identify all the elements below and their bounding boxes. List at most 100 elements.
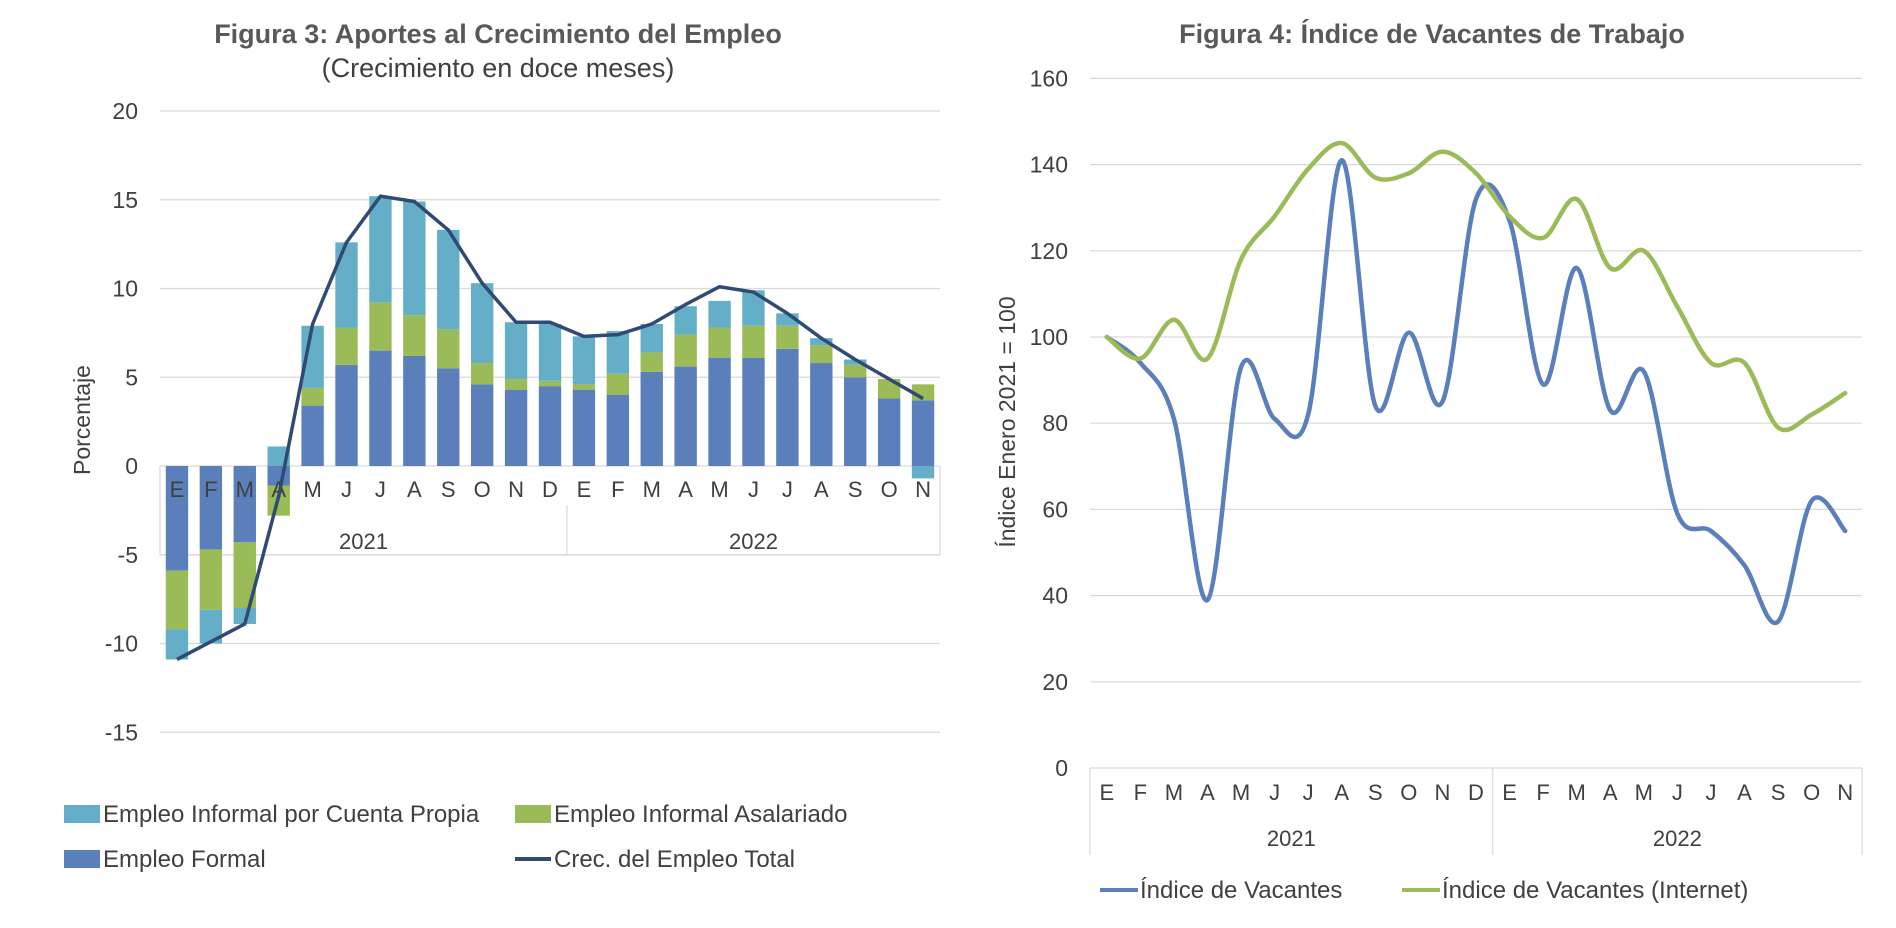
chart1-category-label: A <box>678 477 693 502</box>
chart1-bar-segment <box>810 345 833 364</box>
chart2-y-tick-label: 20 <box>1042 669 1068 695</box>
chart1-category-label: J <box>748 477 759 502</box>
chart1-category-label: D <box>542 477 558 502</box>
chart1-bar-segment <box>742 357 765 466</box>
chart1-bar-segment <box>301 325 324 388</box>
chart2-y-axis-label: Índice Enero 2021 = 100 <box>994 296 1020 547</box>
chart1-category-label: J <box>782 477 793 502</box>
chart2-category-label: M <box>1165 780 1183 805</box>
chart1-category-label: M <box>236 477 254 502</box>
chart2-category-label: J <box>1269 780 1280 805</box>
chart2-category-label: M <box>1568 780 1586 805</box>
chart1-y-tick-label: -15 <box>105 719 138 745</box>
chart1-y-tick-label: -10 <box>105 631 138 657</box>
legend-swatch-informal-cuenta-propia <box>64 805 100 823</box>
chart1-bar-segment <box>606 331 630 374</box>
chart1-category-label: M <box>710 477 728 502</box>
legend-label-informal-asalariado: Empleo Informal Asalariado <box>554 801 847 828</box>
chart1-bar-segment <box>233 466 256 543</box>
chart1-legend: Empleo Informal por Cuenta Propia Empleo… <box>64 801 847 873</box>
legend-label-informal-cuenta-propia: Empleo Informal por Cuenta Propia <box>103 801 480 828</box>
chart2-legend: Índice de Vacantes Índice de Vacantes (I… <box>1100 877 1748 904</box>
chart1-subtitle: (Crecimiento en doce meses) <box>322 53 675 83</box>
chart1-bar-segment <box>844 377 867 466</box>
chart1-category-label: N <box>915 477 931 502</box>
chart1-category-label: E <box>170 477 185 502</box>
chart1-bar-segment <box>606 395 630 466</box>
chart2-category-label: J <box>1705 780 1716 805</box>
chart1-bar-segment <box>810 363 833 466</box>
chart1-category-label: A <box>814 477 829 502</box>
chart1-y-tick-label: -5 <box>118 542 138 568</box>
chart2-category-label: E <box>1099 780 1114 805</box>
legend-label-vacantes-internet: Índice de Vacantes (Internet) <box>1442 877 1748 904</box>
chart2-line-vacantes <box>1104 158 1848 626</box>
chart1-bar-segment <box>674 334 697 367</box>
chart1-y-tick-label: 10 <box>112 276 138 302</box>
chart1-y-tick-label: 20 <box>112 98 138 124</box>
chart1-title: Figura 3: Aportes al Crecimiento del Emp… <box>214 19 782 49</box>
chart2-y-tick-label: 100 <box>1030 324 1068 350</box>
chart1-bar-segment <box>301 387 324 406</box>
chart1-bar-segment <box>437 229 460 330</box>
chart1-bar-segment <box>165 570 189 630</box>
chart2-category-label: F <box>1536 780 1549 805</box>
chart1-category-label: J <box>341 477 352 502</box>
chart1-category-label: M <box>643 477 661 502</box>
chart1-bar-segment <box>776 325 799 349</box>
chart1-bar-segment <box>572 336 596 385</box>
chart2-category-label: F <box>1134 780 1147 805</box>
chart2-category-label: M <box>1232 780 1250 805</box>
chart1-bar-segment <box>199 466 223 550</box>
chart1-bar-segment <box>674 306 697 335</box>
chart1-category-label: S <box>848 477 863 502</box>
chart2-line-vacantes-internet <box>1104 140 1848 433</box>
chart2-y-tick-label: 140 <box>1030 152 1068 178</box>
chart1-category-label: E <box>577 477 592 502</box>
chart1-bar-segment <box>708 300 731 328</box>
chart2-category-label: S <box>1771 780 1786 805</box>
chart1-bar-segment <box>504 322 528 380</box>
legend-label-formal: Empleo Formal <box>103 846 266 873</box>
chart2-y-tick-label: 120 <box>1030 238 1068 264</box>
chart1-bar-segment <box>233 542 256 608</box>
chart2-year-label: 2021 <box>1267 826 1316 851</box>
chart1-y-tick-label: 15 <box>112 187 138 213</box>
chart1-category-label: O <box>474 477 491 502</box>
chart1-bar-segment <box>844 364 867 378</box>
chart2-category-label: N <box>1434 780 1450 805</box>
chart2-category-label: A <box>1603 780 1618 805</box>
chart2-category-label: E <box>1502 780 1517 805</box>
chart1-bar-segment <box>165 629 189 660</box>
chart1-bar-segment <box>708 327 731 358</box>
chart1-bar-segment <box>776 348 799 466</box>
legend-swatch-informal-asalariado <box>515 805 551 823</box>
chart2-category-label: J <box>1303 780 1314 805</box>
chart2-title: Figura 4: Índice de Vacantes de Trabajo <box>1179 18 1685 49</box>
chart1-bar-segment <box>640 352 663 372</box>
chart1-line-empleo-total <box>176 194 924 662</box>
chart2-category-label: A <box>1200 780 1215 805</box>
chart1-bar-segment <box>403 201 426 316</box>
chart1-category-label: F <box>204 477 217 502</box>
chart2-category-label: A <box>1334 780 1349 805</box>
chart1-bar-segment <box>335 364 358 466</box>
chart1-bar-segment <box>335 242 358 328</box>
chart2-y-tick-label: 160 <box>1030 65 1068 91</box>
chart2-y-tick-label: 80 <box>1042 410 1068 436</box>
chart1-bar-segment <box>301 405 324 466</box>
chart2-category-label: S <box>1368 780 1383 805</box>
chart1-bar-segment <box>335 327 358 365</box>
chart1-bar-segment <box>437 329 460 369</box>
chart1-bar-segment <box>742 290 765 326</box>
chart1-bar-segment <box>538 324 562 381</box>
chart2-year-label: 2022 <box>1653 826 1702 851</box>
chart1-bar-segment <box>470 283 494 364</box>
chart1-bar-segment <box>911 466 935 479</box>
chart1-bar-segment <box>742 325 765 358</box>
chart1-bar-segment <box>470 363 494 385</box>
chart1-category-label: F <box>611 477 624 502</box>
chart1-bar-segment <box>199 549 223 610</box>
